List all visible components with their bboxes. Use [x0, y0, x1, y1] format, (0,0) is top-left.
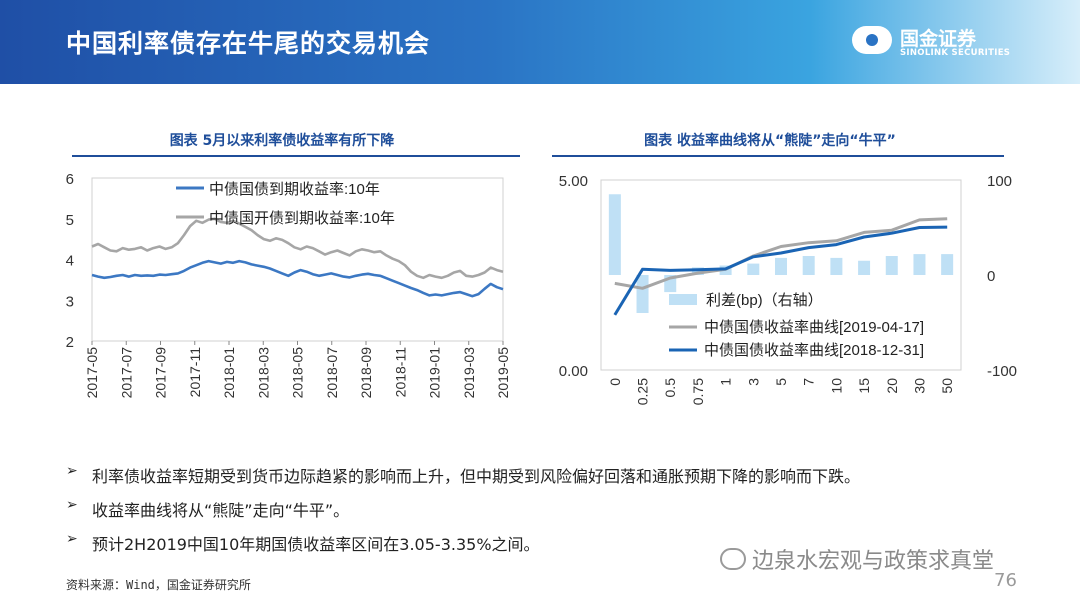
spread-bar — [608, 194, 621, 275]
x-tick-label: 5 — [773, 378, 789, 386]
wechat-icon — [720, 548, 746, 570]
y-tick-label: 3 — [66, 293, 74, 310]
bullet-arrow-icon: ➢ — [66, 497, 78, 513]
curve-line — [614, 217, 948, 290]
right-axis-tick-label: -100 — [987, 363, 1017, 380]
curve-line — [613, 225, 948, 316]
spread-bar — [941, 254, 954, 275]
watermark-text: 边泉水宏观与政策求真堂 — [752, 549, 995, 574]
series-line — [91, 217, 504, 280]
x-tick-label: 2018-05 — [290, 347, 306, 399]
spread-bar — [691, 267, 704, 275]
logo-name-en: SINOLINK SECURITIES — [900, 48, 1011, 58]
x-tick-label: 15 — [856, 378, 872, 394]
legend-label: 中债国债收益率曲线[2019-04-17] — [704, 319, 924, 336]
bullet-list: ➢ 利率债收益率短期受到货币边际趋紧的影响而上升，但中期受到风险偏好回落和通胀预… — [66, 463, 1066, 565]
page-number: 76 — [994, 570, 1017, 591]
legend-swatch — [669, 294, 697, 305]
x-tick-label: 2019-03 — [461, 347, 477, 399]
bullet-item: ➢ 利率债收益率短期受到货币边际趋紧的影响而上升，但中期受到风险偏好回落和通胀预… — [66, 463, 1066, 497]
bullet-item: ➢ 预计2H2019中国10年期国债收益率区间在3.05-3.35%之间。 — [66, 531, 1066, 565]
watermark: 边泉水宏观与政策求真堂 — [720, 543, 994, 575]
x-tick-label: 0.5 — [662, 378, 678, 398]
x-tick-label: 2017-11 — [187, 347, 203, 398]
left-axis-tick-label: 5.00 — [559, 173, 588, 190]
x-tick-label: 2017-09 — [153, 347, 169, 399]
yield-curve-chart: 5.00 0.00 100 0 -100 0 0.25 0.5 0.75 1 3 5 7 10 15 20 30… — [559, 173, 1017, 405]
right-axis-tick-label: 0 — [987, 268, 995, 285]
y-tick-label: 5 — [66, 212, 74, 229]
x-tick-label: 2018-09 — [358, 347, 374, 399]
spread-bar — [885, 256, 898, 275]
legend-label: 中债国债到期收益率:10年 — [209, 181, 380, 198]
spread-bar — [802, 256, 815, 275]
series-line — [91, 259, 504, 298]
x-tick-label: 2017-05 — [84, 347, 100, 399]
x-tick-label: 0.75 — [690, 378, 706, 405]
logo-name-cn: 国金证券 — [900, 28, 977, 50]
legend-label: 利差(bp)（右轴） — [706, 292, 823, 309]
right-chart-caption: 图表 收益率曲线将从“熊陡”走向“牛平” — [644, 133, 896, 149]
bullet-arrow-icon: ➢ — [66, 463, 78, 479]
x-tick-label: 2019-05 — [495, 347, 511, 399]
x-tick-label: 2018-07 — [324, 347, 340, 399]
x-tick-label: 3 — [745, 378, 761, 386]
bullet-text: 预计2H2019中国10年期国债收益率区间在3.05-3.35%之间。 — [92, 535, 540, 554]
x-tick-label: 2018-11 — [392, 347, 408, 398]
right-caption-rule — [552, 155, 1004, 157]
x-tick-label: 2018-03 — [255, 347, 271, 399]
x-tick-label: 20 — [884, 378, 900, 394]
x-tick-label: 2018-01 — [221, 347, 237, 399]
spread-bar — [858, 260, 871, 275]
x-tick-label: 2017-07 — [118, 347, 134, 399]
page-title: 中国利率债存在牛尾的交易机会 — [66, 29, 431, 58]
y-tick-label: 2 — [66, 334, 74, 351]
yield-line-chart: 6 5 4 3 2 2017-05 2017-07 2017-09 2017-11 2018-01… — [66, 171, 511, 399]
spread-bar — [830, 257, 843, 275]
right-axis-tick-label: 100 — [987, 173, 1012, 190]
x-tick-label: 0 — [607, 378, 623, 386]
spread-bar — [747, 263, 760, 275]
left-caption-rule — [72, 155, 520, 157]
left-chart-caption: 图表 5月以来利率债收益率有所下降 — [169, 133, 395, 149]
header-bar: 中国利率债存在牛尾的交易机会 国金证券 SINOLINK SECURITIES — [0, 0, 1080, 84]
bullet-text: 收益率曲线将从“熊陡”走向“牛平”。 — [92, 501, 350, 520]
legend-label: 中债国开债到期收益率:10年 — [209, 210, 395, 227]
logo-mark-icon — [852, 26, 892, 54]
plot-area — [91, 177, 504, 342]
bullet-item: ➢ 收益率曲线将从“熊陡”走向“牛平”。 — [66, 497, 1066, 531]
y-tick-label: 4 — [66, 253, 74, 270]
x-tick-label: 30 — [911, 378, 927, 394]
company-logo: 国金证券 SINOLINK SECURITIES — [852, 24, 1042, 64]
x-tick-label: 1 — [718, 378, 734, 386]
x-tick-label: 10 — [828, 378, 844, 394]
y-tick-label: 6 — [66, 171, 74, 188]
spread-bar — [636, 275, 649, 313]
legend-label: 中债国债收益率曲线[2018-12-31] — [704, 342, 924, 359]
bullet-text: 利率债收益率短期受到货币边际趋紧的影响而上升，但中期受到风险偏好回落和通胀预期下… — [92, 467, 861, 486]
x-tick-label: 7 — [801, 378, 817, 386]
left-axis-tick-label: 0.00 — [559, 363, 588, 380]
x-tick-label: 0.25 — [635, 378, 651, 405]
spread-bar — [913, 254, 926, 275]
source-note: 资料来源：Wind，国金证券研究所 — [66, 578, 251, 592]
x-tick-label: 2019-01 — [427, 347, 443, 399]
x-tick-label: 50 — [939, 378, 955, 394]
bullet-arrow-icon: ➢ — [66, 531, 78, 547]
spread-bar — [775, 257, 787, 275]
